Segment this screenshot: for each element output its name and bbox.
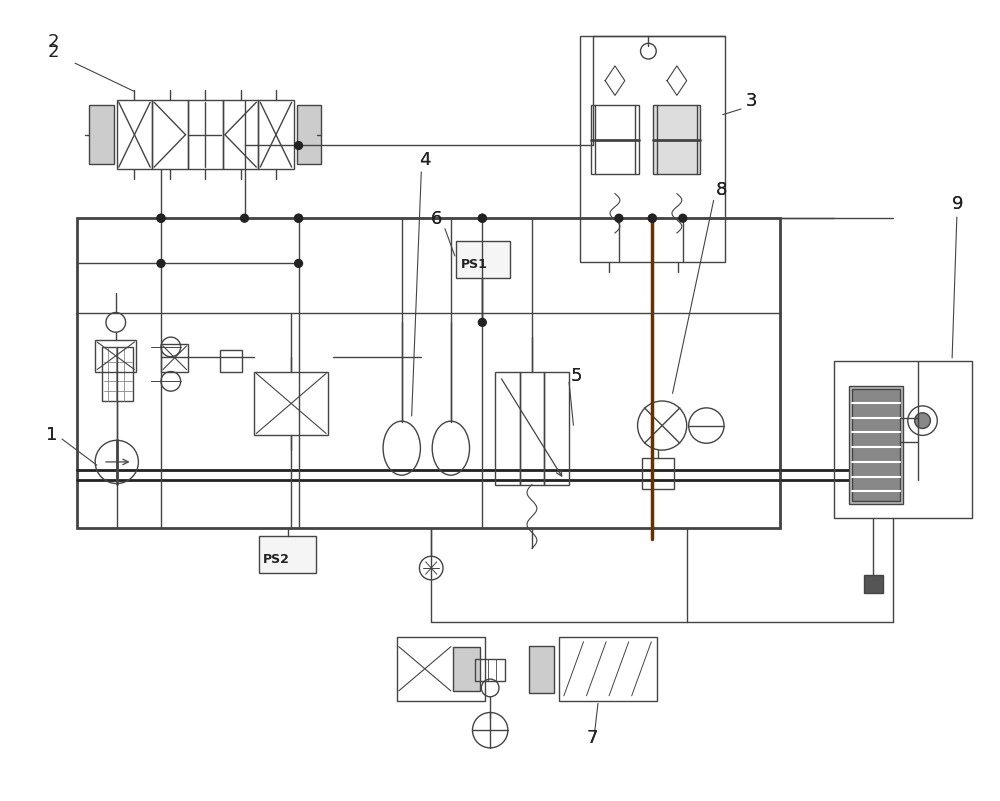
Bar — [591, 105, 639, 174]
Circle shape — [295, 215, 302, 222]
Text: 2: 2 — [48, 33, 59, 51]
Circle shape — [648, 215, 656, 222]
Bar — [220, 350, 242, 372]
Circle shape — [295, 142, 302, 150]
Text: 1: 1 — [46, 426, 57, 445]
Circle shape — [648, 215, 656, 222]
Text: 4: 4 — [419, 151, 431, 169]
Text: 6: 6 — [431, 210, 443, 228]
Text: 9: 9 — [952, 195, 964, 213]
Circle shape — [157, 215, 165, 222]
Circle shape — [295, 215, 302, 222]
Bar — [580, 36, 725, 263]
Text: 2: 2 — [48, 43, 59, 61]
Circle shape — [615, 215, 623, 222]
Bar — [254, 372, 328, 436]
Bar — [495, 372, 520, 485]
Text: 7: 7 — [586, 729, 598, 747]
Text: 7: 7 — [586, 729, 598, 747]
Bar — [559, 637, 657, 701]
Circle shape — [478, 215, 486, 222]
Text: 8: 8 — [716, 181, 728, 199]
Bar — [297, 105, 321, 164]
Text: 9: 9 — [952, 195, 964, 213]
Bar — [852, 389, 900, 501]
Bar — [849, 386, 903, 504]
Text: PS2: PS2 — [263, 553, 290, 566]
Bar — [642, 458, 674, 489]
Circle shape — [478, 319, 486, 326]
Text: 4: 4 — [419, 151, 431, 169]
Bar — [95, 340, 136, 372]
Text: 5: 5 — [571, 368, 582, 385]
Bar — [188, 100, 223, 169]
Bar — [77, 218, 780, 528]
Bar — [259, 536, 316, 573]
Text: 8: 8 — [716, 181, 728, 199]
Circle shape — [157, 215, 165, 222]
Bar — [529, 646, 554, 693]
Bar — [258, 100, 294, 169]
Bar — [453, 646, 480, 691]
Bar — [117, 100, 152, 169]
Bar — [161, 344, 188, 372]
Bar — [397, 637, 485, 701]
Bar — [456, 241, 510, 278]
Bar — [152, 100, 188, 169]
Text: 6: 6 — [431, 210, 443, 228]
Bar — [89, 105, 114, 164]
Circle shape — [915, 413, 930, 429]
Circle shape — [241, 215, 248, 222]
Bar — [520, 372, 544, 485]
Text: 3: 3 — [746, 92, 757, 111]
Text: PS1: PS1 — [461, 259, 488, 272]
Bar — [653, 105, 700, 174]
Bar — [834, 360, 972, 518]
Text: 5: 5 — [571, 368, 582, 385]
Circle shape — [679, 215, 687, 222]
Bar — [475, 659, 505, 681]
Bar — [223, 100, 258, 169]
Circle shape — [295, 260, 302, 268]
Circle shape — [478, 215, 486, 222]
Circle shape — [157, 260, 165, 268]
Bar — [544, 372, 569, 485]
Text: 1: 1 — [46, 426, 57, 445]
Bar — [102, 347, 133, 401]
Text: 3: 3 — [746, 92, 757, 111]
Bar — [864, 575, 883, 593]
